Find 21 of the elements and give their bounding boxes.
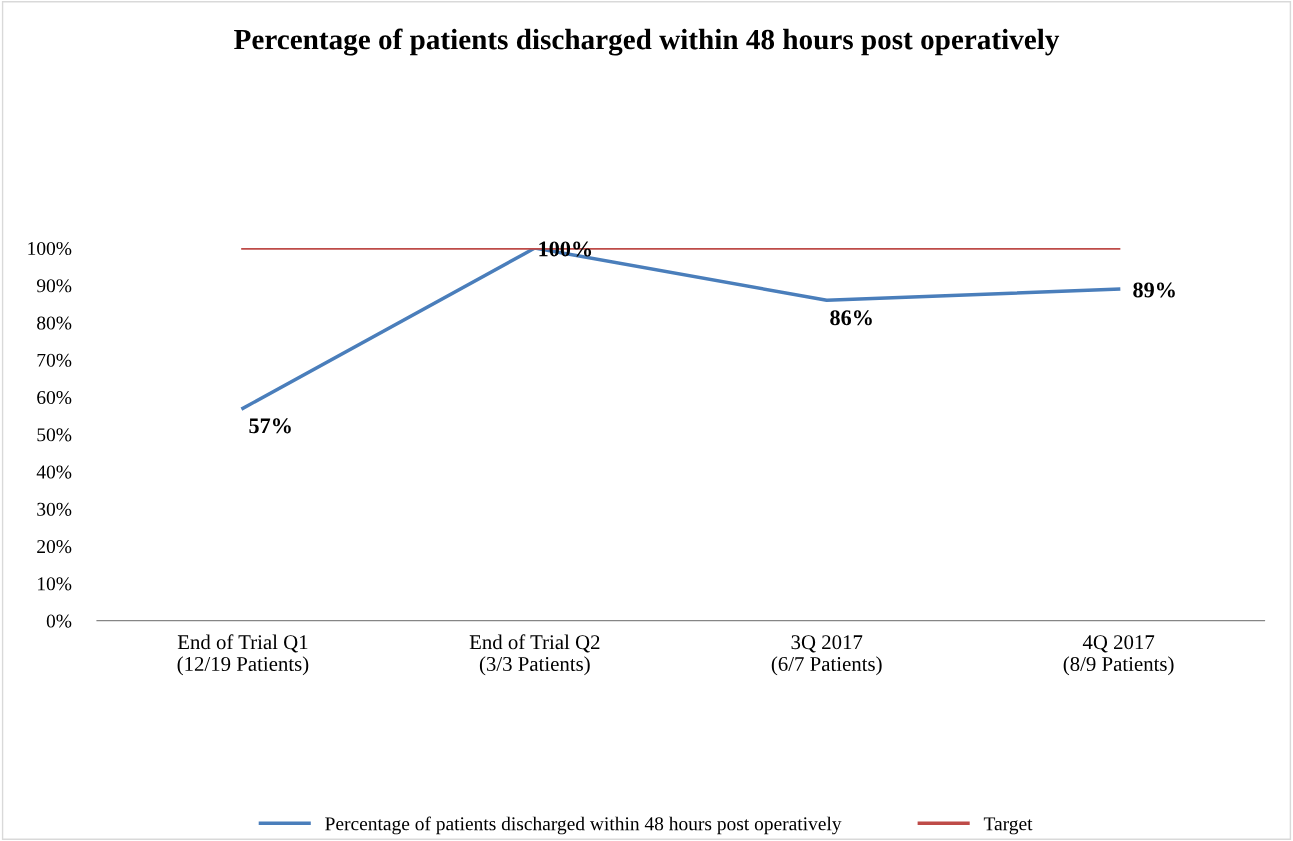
data-label: 86% [830, 310, 872, 326]
y-tick-label: 60% [37, 390, 72, 405]
x-tick-label: 3Q 2017 (6/7 Patients) [771, 635, 882, 676]
y-tick-label: 20% [37, 539, 72, 554]
y-tick-label: 100% [28, 241, 72, 256]
y-tick-label: 50% [37, 428, 72, 442]
data-label: 89% [1133, 282, 1175, 298]
y-tick-label: 30% [37, 502, 72, 516]
chart-title: Percentage of patients discharged within 48 hours post operatively [234, 28, 1060, 56]
y-tick-label: 90% [36, 279, 72, 293]
data-label: 57% [249, 418, 291, 434]
x-tick-label: 4Q 2017 (8/9 Patients) [1063, 635, 1174, 676]
x-tick-label: End of Trial Q1 (12/19 Patients) [177, 634, 309, 676]
y-tick-label: 40% [36, 465, 72, 479]
legend-label: Target [983, 817, 1033, 835]
y-tick-label: 0% [46, 614, 72, 628]
legend-label: Percentage of patients discharged within 48 hours post operatively [325, 816, 842, 835]
x-tick-label: End of Trial Q2 (3/3 Patients) [469, 634, 600, 676]
y-tick-label: 70% [37, 353, 72, 367]
y-tick-label: 80% [37, 316, 72, 330]
y-tick-label: 10% [38, 577, 72, 591]
